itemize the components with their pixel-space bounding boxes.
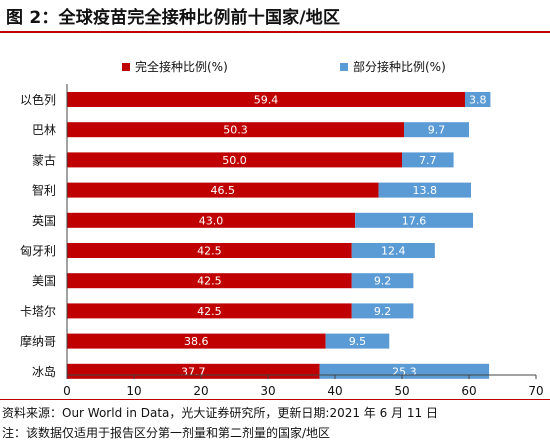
- data-label-partial-9: 25.3: [392, 365, 417, 378]
- data-label-full-8: 38.6: [184, 335, 209, 348]
- bar-partial-8: [325, 333, 390, 349]
- data-label-partial-7: 9.2: [374, 305, 392, 318]
- data-label-full-7: 42.5: [197, 305, 222, 318]
- data-label-full-0: 59.4: [254, 94, 279, 107]
- category-label-0: 以色列: [20, 93, 56, 107]
- legend-swatch-0: [122, 63, 130, 71]
- data-label-partial-1: 9.7: [428, 124, 446, 137]
- category-label-9: 冰岛: [32, 364, 56, 379]
- x-tick-label-6: 60: [461, 384, 476, 398]
- bar-full-0: [67, 92, 465, 107]
- bar-partial-5: [351, 243, 435, 258]
- data-label-partial-4: 17.6: [402, 214, 427, 227]
- bar-partial-2: [402, 152, 454, 168]
- data-label-full-3: 46.5: [211, 184, 236, 197]
- bar-partial-1: [404, 122, 469, 138]
- category-label-5: 匈牙利: [20, 244, 56, 258]
- footer-rule: [0, 399, 550, 400]
- x-tick-label-1: 10: [126, 384, 141, 398]
- bar-partial-4: [355, 212, 474, 228]
- stacked-bar-chart: 完全接种比例(%) 部分接种比例(%) 59.4 3.8 以色列 50.3 9.7 巴林 50.…: [20, 59, 544, 398]
- bar-partial-3: [378, 182, 472, 198]
- data-label-partial-8: 9.5: [349, 335, 367, 348]
- data-label-full-6: 42.5: [197, 275, 222, 288]
- x-tick-label-3: 30: [260, 384, 275, 398]
- data-label-full-5: 42.5: [197, 245, 222, 258]
- data-label-full-2: 50.0: [222, 154, 247, 167]
- data-label-partial-3: 13.8: [413, 184, 438, 197]
- legend-swatch-1: [340, 63, 348, 71]
- bar-full-7: [67, 303, 352, 319]
- bar-full-8: [67, 333, 326, 349]
- category-label-7: 卡塔尔: [20, 303, 56, 318]
- category-label-8: 摩纳哥: [20, 334, 56, 349]
- category-label-1: 巴林: [32, 123, 56, 137]
- bar-partial-7: [351, 303, 414, 319]
- footnote: 注：该数据仅适用于报告区分第一剂量和第二剂量的国家/地区: [2, 426, 331, 440]
- bar-partial-6: [351, 273, 414, 289]
- chart-title: 图 2：全球疫苗完全接种比例前十国家/地区: [6, 8, 341, 28]
- bar-full-2: [67, 152, 402, 168]
- bar-partial-0: [464, 92, 491, 107]
- category-label-2: 蒙古: [32, 152, 56, 167]
- x-tick-label-0: 0: [63, 384, 71, 398]
- bar-full-6: [67, 273, 352, 289]
- bar-full-5: [67, 243, 352, 258]
- legend-label-0: 完全接种比例(%): [135, 59, 228, 74]
- data-label-partial-2: 7.7: [419, 154, 437, 167]
- title-rule: [0, 31, 550, 33]
- x-tick-label-7: 70: [528, 384, 543, 398]
- category-label-4: 英国: [32, 214, 56, 228]
- bar-full-3: [67, 182, 379, 198]
- data-label-partial-6: 9.2: [374, 275, 392, 288]
- bar-full-4: [67, 212, 356, 228]
- data-label-full-9: 37.7: [181, 365, 206, 378]
- data-label-partial-5: 12.4: [381, 245, 406, 258]
- category-label-6: 美国: [32, 274, 56, 288]
- data-label-full-4: 43.0: [199, 214, 224, 227]
- category-label-3: 智利: [32, 183, 56, 198]
- x-tick-label-4: 40: [327, 384, 342, 398]
- x-tick-label-5: 50: [394, 384, 409, 398]
- data-label-full-1: 50.3: [223, 124, 248, 137]
- legend-label-1: 部分接种比例(%): [353, 59, 446, 74]
- bar-full-1: [67, 122, 405, 138]
- x-tick-label-2: 20: [193, 384, 208, 398]
- source-note: 资料来源：Our World in Data，光大证券研究所，更新日期:2021…: [2, 406, 438, 420]
- data-label-partial-0: 3.8: [469, 94, 487, 107]
